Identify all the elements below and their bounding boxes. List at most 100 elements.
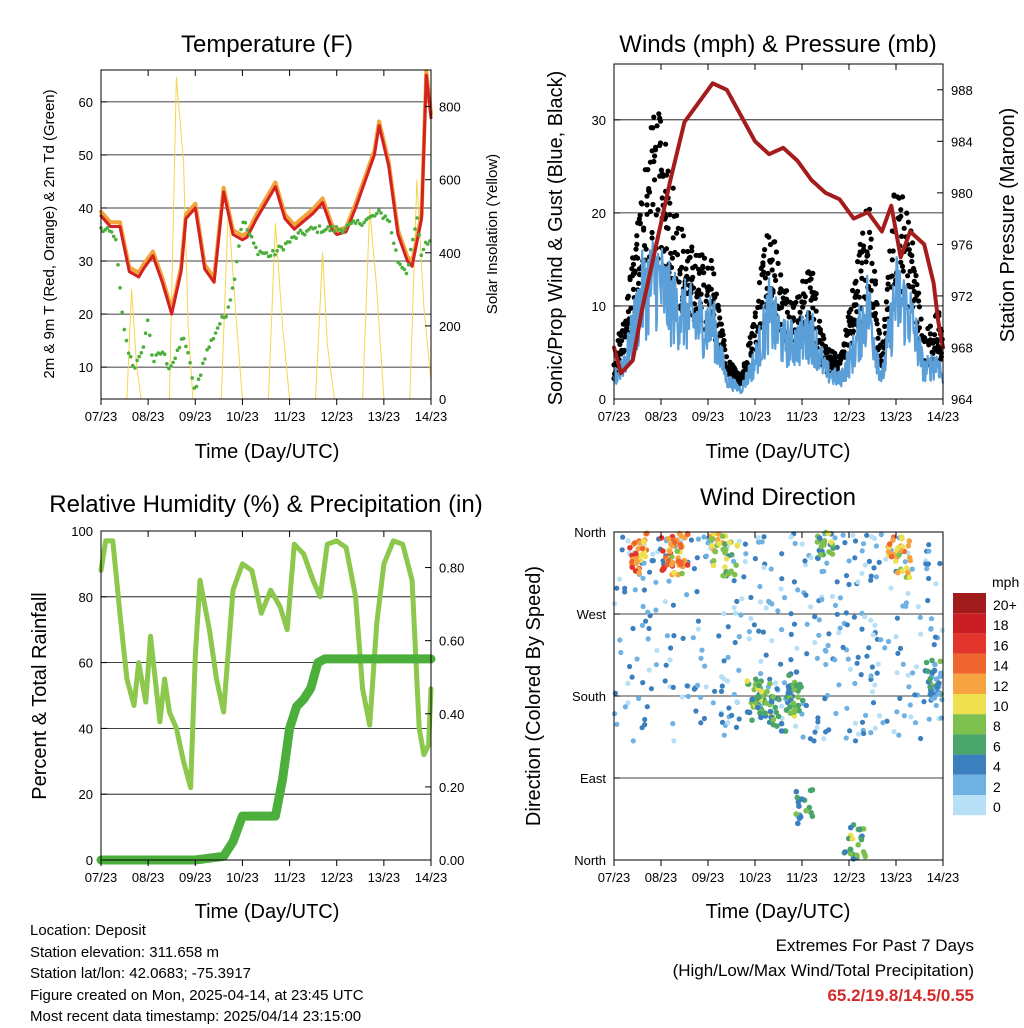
direction-point — [734, 598, 740, 605]
gust-point — [766, 234, 772, 240]
gust-point — [752, 314, 758, 320]
direction-point — [794, 645, 800, 651]
wind-speed-line — [612, 240, 944, 395]
direction-point — [886, 541, 893, 547]
dewpoint-point — [109, 230, 114, 234]
winds-x-ticks: 07/23 08/23 09/23 10/23 11/23 12/23 13/23 14/23 — [598, 64, 959, 424]
direction-point — [698, 720, 704, 726]
dewpoint-point — [205, 348, 209, 352]
direction-point — [791, 621, 798, 627]
direction-y-tick-label: North — [574, 525, 606, 540]
dewpoint-point — [215, 326, 220, 330]
direction-point — [928, 616, 935, 622]
direction-point — [640, 538, 647, 545]
gust-point — [639, 201, 645, 207]
dewpoint-point — [165, 362, 169, 366]
gust-point — [914, 281, 920, 288]
dewpoint-point — [404, 271, 409, 276]
gust-point — [772, 273, 778, 279]
gust-point — [856, 294, 862, 300]
direction-point — [832, 535, 838, 541]
direction-point — [751, 622, 758, 628]
direction-point — [722, 564, 728, 570]
direction-point — [616, 576, 623, 582]
gust-point — [855, 288, 861, 294]
direction-series — [612, 529, 945, 862]
winds-y2-label: Station Pressure (Maroon) — [997, 108, 1019, 343]
winds-plot-frame — [613, 63, 944, 400]
direction-point — [778, 661, 784, 667]
direction-point — [844, 622, 850, 628]
colorbar-label: 14 — [993, 658, 1009, 674]
direction-point — [662, 599, 668, 605]
gust-point — [633, 246, 639, 252]
direction-point — [705, 540, 711, 546]
gust-point — [624, 325, 630, 331]
direction-point — [645, 636, 651, 642]
direction-point — [731, 571, 738, 578]
direction-point — [665, 557, 672, 564]
direction-point — [710, 558, 717, 564]
gust-point — [657, 118, 664, 124]
dewpoint-point — [288, 240, 292, 244]
direction-point — [927, 691, 934, 698]
direction-point — [882, 645, 888, 651]
direction-point — [906, 554, 913, 561]
dewpoint-point — [224, 315, 228, 319]
dewpoint-point — [105, 226, 110, 230]
direction-point — [821, 568, 827, 574]
direction-point — [721, 611, 727, 617]
dewpoint-point — [211, 336, 216, 341]
direction-point — [698, 694, 704, 700]
gust-point — [652, 177, 658, 183]
direction-point — [926, 548, 932, 554]
gust-point — [680, 248, 687, 254]
direction-point — [918, 735, 924, 742]
gust-point — [663, 141, 669, 147]
colorbar-swatch — [953, 795, 986, 816]
direction-point — [897, 645, 904, 652]
gust-point — [889, 257, 895, 263]
gust-point — [801, 299, 807, 305]
direction-point — [641, 560, 647, 566]
dewpoint-point — [186, 350, 190, 355]
gust-point — [760, 260, 766, 266]
direction-point — [793, 788, 800, 795]
direction-point — [792, 540, 798, 547]
direction-point — [872, 622, 878, 628]
gust-point — [860, 230, 866, 236]
direction-point — [888, 553, 895, 560]
gust-point — [652, 153, 658, 159]
dewpoint-point — [355, 218, 360, 223]
temperature-x-tick-label: 12/23 — [320, 409, 353, 424]
direction-point — [913, 664, 920, 670]
gust-point — [667, 200, 673, 206]
winds-x-tick-label: 10/23 — [739, 409, 772, 424]
direction-point — [643, 618, 649, 624]
gust-point — [757, 304, 764, 310]
dewpoint-point — [237, 244, 241, 248]
direction-point — [710, 700, 716, 706]
gust-point — [911, 268, 917, 274]
gust-point — [858, 268, 864, 274]
gust-point — [689, 248, 695, 254]
colorbar-swatch — [953, 774, 986, 795]
gust-point — [927, 323, 934, 329]
gust-point — [810, 270, 816, 276]
direction-point — [795, 587, 801, 593]
direction-point — [690, 635, 696, 641]
direction-point — [814, 655, 821, 662]
humidity-y-tick-label: 0.60 — [439, 634, 464, 649]
direction-point — [803, 562, 809, 568]
direction-point — [627, 663, 633, 670]
direction-point — [929, 670, 936, 676]
winds-y-tick-label: 0 — [599, 392, 606, 407]
dewpoint-point — [279, 245, 284, 249]
temperature-y-tick-label: 400 — [439, 246, 461, 261]
gust-point — [718, 321, 725, 327]
direction-x-ticks: 07/23 08/23 09/23 10/23 11/23 12/23 13/23 14/23 — [598, 532, 959, 885]
direction-point — [772, 680, 779, 686]
direction-point — [742, 541, 749, 547]
direction-point — [788, 657, 794, 663]
gust-point — [821, 336, 827, 342]
